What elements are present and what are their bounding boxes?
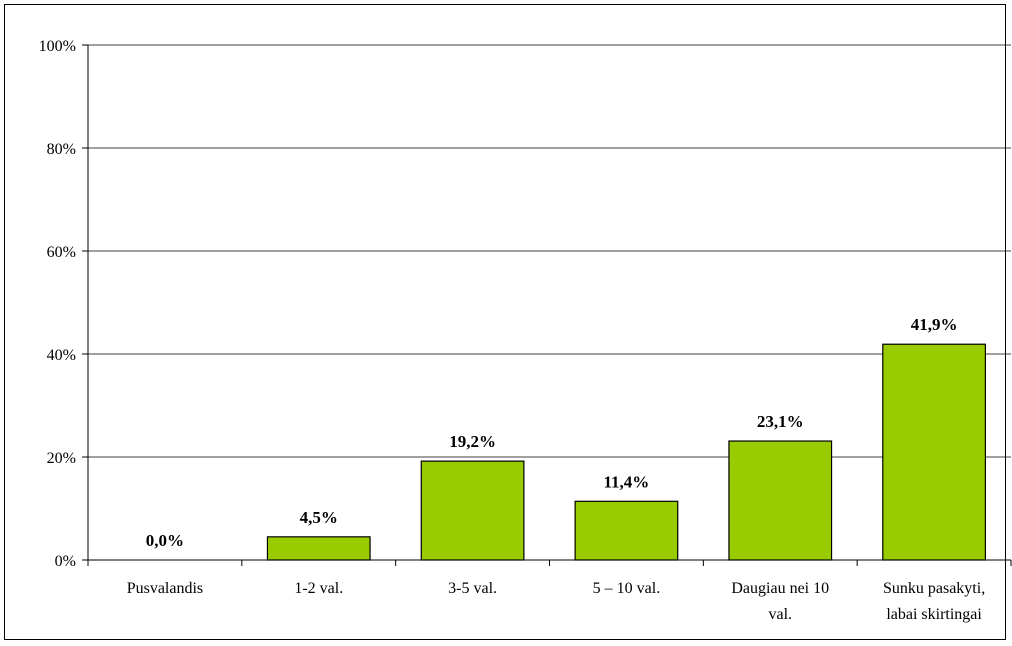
data-label: 11,4%: [604, 472, 650, 491]
y-tick-label: 100%: [39, 38, 76, 55]
x-tick-label: val.: [768, 606, 792, 623]
data-label: 41,9%: [911, 315, 958, 334]
x-tick-label: Sunku pasakyti,: [883, 580, 985, 597]
x-tick-label: 1-2 val.: [294, 580, 343, 597]
x-tick-label: 5 – 10 val.: [593, 580, 661, 597]
bars: [266, 343, 986, 561]
data-label: 0,0%: [146, 531, 184, 550]
x-tick-label: 3-5 val.: [448, 580, 497, 597]
data-label: 4,5%: [300, 508, 338, 527]
bar: [266, 536, 371, 561]
y-tick-label: 40%: [47, 347, 76, 364]
x-tick-label: labai skirtingai: [886, 606, 982, 623]
y-axis-ticks: 0% 20% 40% 60% 80% 100%: [39, 38, 88, 570]
x-axis-ticks: Pusvalandis 1-2 val. 3-5 val. 5 – 10 val. Da…: [87, 560, 1012, 623]
bar: [574, 500, 679, 561]
data-labels: 0,0% 4,5% 19,2% 11,4% 23,1% 41,9%: [146, 315, 958, 550]
bar: [420, 460, 525, 561]
data-label: 23,1%: [757, 412, 804, 431]
y-tick-label: 60%: [47, 244, 76, 261]
data-label: 19,2%: [449, 432, 496, 451]
gridlines: [88, 44, 1011, 458]
bar: [728, 440, 833, 561]
axes: [87, 45, 1011, 561]
x-tick-label: Pusvalandis: [127, 580, 203, 597]
y-tick-label: 0%: [55, 553, 76, 570]
bar: [882, 343, 986, 561]
y-tick-label: 20%: [47, 450, 76, 467]
y-tick-label: 80%: [47, 141, 76, 158]
x-tick-label: Daugiau nei 10: [731, 580, 829, 597]
